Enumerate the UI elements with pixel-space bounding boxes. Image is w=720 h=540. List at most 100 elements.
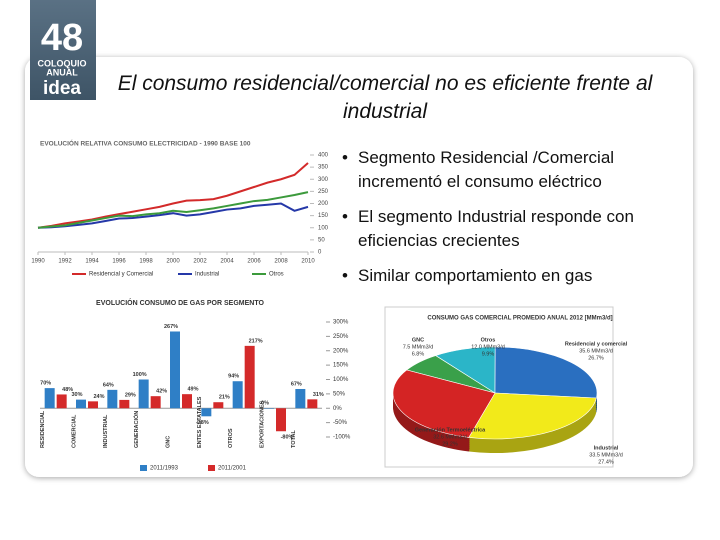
- x-tick-label: INDUSTRIAL: [103, 414, 109, 448]
- chart-title: CONSUMO GAS COMERCIAL PROMEDIO ANUAL 201…: [427, 316, 612, 322]
- x-tick-label: GNC: [165, 436, 171, 448]
- legend-label: Residencial y Comercial: [89, 272, 153, 278]
- bar: [44, 388, 55, 409]
- logo-number: 48: [41, 17, 83, 59]
- legend-swatch: [140, 465, 147, 471]
- slice-value: 29.2%: [442, 441, 458, 447]
- value-label: 30%: [71, 392, 82, 398]
- bar: [138, 379, 149, 409]
- bar: [76, 399, 86, 409]
- value-label: 49%: [187, 387, 198, 393]
- logo-line: ANUAL: [46, 67, 78, 77]
- legend-label: 2011/2001: [218, 466, 247, 472]
- bar: [170, 331, 180, 409]
- x-tick-label: 2004: [220, 259, 234, 265]
- x-tick-label: EXPORTACIONES: [259, 400, 265, 448]
- slice-volume: 32.6 MMm3/d: [433, 434, 467, 440]
- bar: [56, 394, 67, 409]
- bar: [232, 381, 243, 409]
- value-label: 67%: [291, 381, 302, 387]
- bar: [107, 389, 118, 409]
- y-tick-label: 100: [318, 225, 329, 231]
- y-tick-label: 150: [318, 213, 329, 219]
- value-label: 21%: [219, 395, 230, 401]
- bar: [201, 408, 212, 417]
- x-tick-label: 1990: [31, 259, 45, 265]
- logo-line: COLOQUIO: [38, 58, 87, 68]
- y-tick-label: 0%: [333, 406, 342, 412]
- bar: [150, 396, 161, 409]
- x-tick-label: OTROS: [228, 428, 234, 448]
- x-tick-label: 2002: [193, 259, 207, 265]
- bar: [244, 345, 255, 409]
- bar: [119, 399, 130, 409]
- value-label: 29%: [125, 392, 136, 398]
- value-label: 267%: [164, 324, 178, 330]
- line-series: [37, 202, 309, 229]
- x-tick-label: 2008: [274, 259, 288, 265]
- y-tick-label: 150%: [333, 363, 349, 369]
- x-tick-label: ENTES ESTATALES: [197, 396, 203, 448]
- x-tick-label: TOTAL: [291, 430, 297, 448]
- y-tick-label: -50%: [333, 420, 348, 426]
- y-tick-label: 350: [318, 165, 329, 171]
- legend-label: 2011/1993: [150, 466, 179, 472]
- y-tick-label: 50: [318, 237, 325, 243]
- bullet: El segmento Industrial responde con efic…: [340, 205, 690, 253]
- x-tick-label: 2000: [166, 259, 180, 265]
- slice-value: 6.8%: [412, 351, 425, 357]
- value-label: 31%: [313, 392, 324, 398]
- chart-title: EVOLUCIÓN RELATIVA CONSUMO ELECTRICIDAD …: [40, 139, 251, 148]
- chart-title: EVOLUCIÓN CONSUMO DE GAS POR SEGMENTO: [96, 298, 264, 307]
- slide-title: El consumo residencial/comercial no es e…: [117, 72, 653, 123]
- x-tick-label: COMERCIAL: [71, 414, 77, 448]
- x-tick-label: 1998: [139, 259, 153, 265]
- logo-brand: idea: [43, 78, 81, 99]
- bullet: Segmento Residencial /Comercial incremen…: [340, 146, 690, 194]
- bar: [307, 399, 318, 409]
- slice-volume: 33.5 MMm3/d: [589, 452, 623, 458]
- value-label: 48%: [62, 387, 73, 393]
- bullet-list: Segmento Residencial /Comercial incremen…: [340, 146, 690, 299]
- value-label: 70%: [40, 381, 51, 387]
- slice-volume: 12.0 MMm3/d: [471, 344, 505, 350]
- legend-label: Industrial: [195, 272, 219, 278]
- legend-swatch: [208, 465, 215, 471]
- bar: [276, 408, 286, 432]
- y-tick-label: 0: [318, 250, 322, 256]
- y-tick-label: 50%: [333, 391, 346, 397]
- value-label: 0%: [261, 401, 269, 407]
- slice-label: Generación Termoeléctrica: [415, 427, 486, 433]
- bar: [88, 401, 98, 409]
- x-tick-label: 1994: [85, 259, 99, 265]
- y-tick-label: 400: [318, 153, 329, 159]
- logo-block: [30, 0, 96, 100]
- value-label: 217%: [249, 338, 263, 344]
- value-label: -28%: [196, 420, 209, 426]
- x-tick-label: GENERACIÓN: [132, 411, 140, 448]
- slice-label: Otros: [481, 337, 496, 343]
- y-tick-label: 200%: [333, 348, 349, 354]
- x-tick-label: RESIDENCIAL: [40, 410, 46, 448]
- x-tick-label: 2010: [301, 259, 315, 265]
- pie-slice: [494, 346, 598, 399]
- y-tick-label: -100%: [333, 435, 351, 441]
- slice-value: 9.9%: [482, 351, 495, 357]
- value-label: 42%: [156, 389, 167, 395]
- x-tick-label: 1996: [112, 259, 126, 265]
- y-tick-label: 250%: [333, 334, 349, 340]
- slice-value: 26.7%: [588, 355, 604, 361]
- y-tick-label: 300%: [333, 320, 349, 326]
- line-series: [37, 162, 309, 229]
- legend-label: Otros: [269, 272, 284, 278]
- slice-value: 27.4%: [598, 459, 614, 465]
- x-tick-label: 2006: [247, 259, 261, 265]
- value-label: 64%: [103, 382, 114, 388]
- value-label: -80%: [281, 435, 294, 441]
- y-tick-label: 200: [318, 201, 329, 207]
- bullet: Similar comportamiento en gas: [340, 264, 690, 288]
- y-tick-label: 300: [318, 177, 329, 183]
- bar: [264, 408, 274, 409]
- pie-slice: [468, 392, 597, 440]
- value-label: 94%: [228, 374, 239, 380]
